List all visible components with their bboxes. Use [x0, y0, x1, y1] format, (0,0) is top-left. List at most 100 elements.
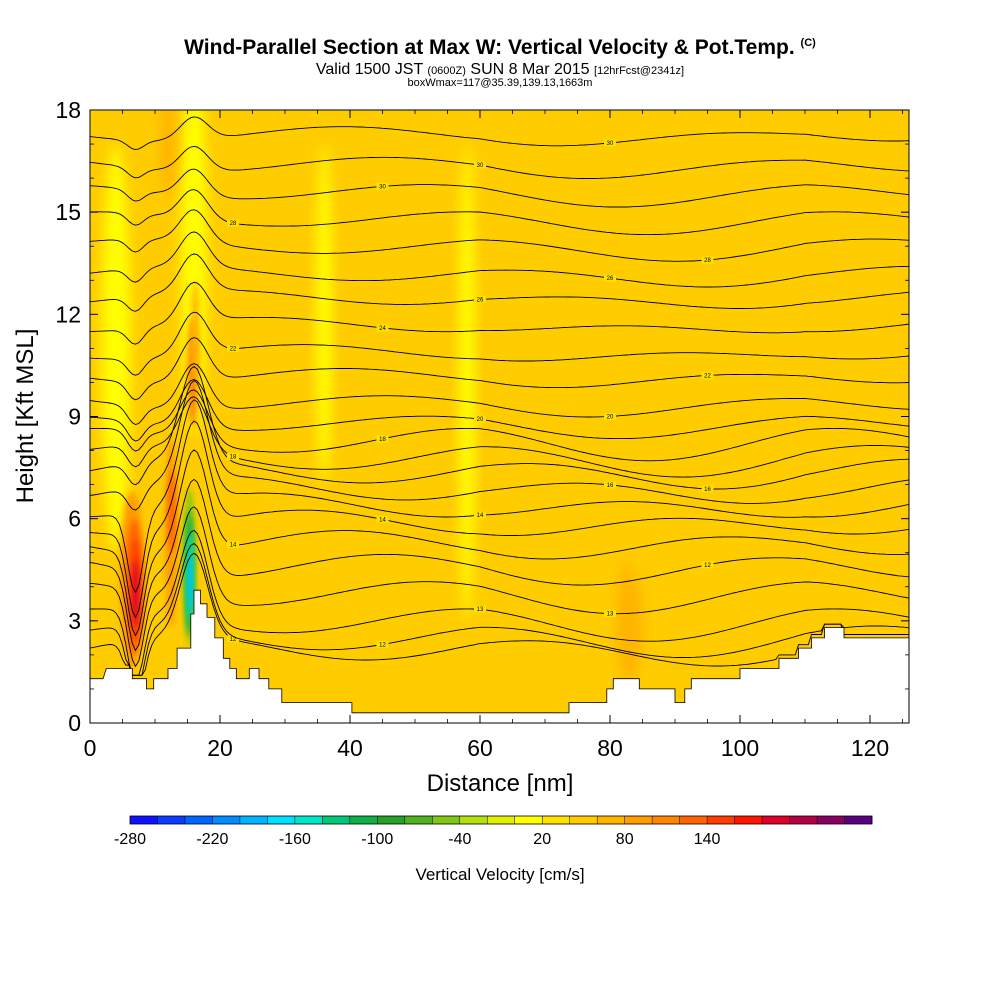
- colorbar-swatch-9: [377, 816, 406, 824]
- colorbar-swatch-24: [789, 816, 818, 824]
- theta-contour-17: [90, 253, 909, 312]
- chart-subtitle: Valid 1500 JST (0600Z) SUN 8 Mar 2015 [1…: [315, 61, 685, 78]
- theta-label-bg-10: [227, 453, 239, 461]
- y-tick-label-12: 12: [55, 301, 81, 327]
- colorbar-swatch-20: [679, 816, 708, 824]
- theta-contour-21: [90, 168, 909, 208]
- theta-contour-8: [90, 380, 909, 511]
- theta-label-bg-12: [474, 415, 486, 423]
- theta-label-7: 14: [477, 513, 484, 519]
- theta-contour-3: [90, 506, 909, 668]
- x-tick-label-120: 120: [851, 735, 889, 761]
- theta-contour-11: [90, 389, 909, 462]
- velocity-cell-0: [181, 110, 207, 434]
- chart-title: Wind-Parallel Section at Max W: Vertical…: [184, 36, 816, 59]
- theta-contour-1: [90, 542, 909, 676]
- velocity-cell-11: [779, 110, 805, 519]
- theta-contour-22: [90, 145, 909, 179]
- theta-label-20: 28: [230, 221, 237, 227]
- y-tick-label-15: 15: [55, 199, 81, 225]
- theta-label-bg-14: [701, 371, 714, 379]
- colorbar-tick-2: -160: [279, 831, 311, 848]
- theta-label-bg-15: [227, 344, 239, 352]
- velocity-cell-6: [422, 110, 447, 655]
- colorbar-swatch-26: [844, 816, 873, 824]
- colorbar-swatch-16: [569, 816, 598, 824]
- colorbar-swatch-18: [624, 816, 653, 824]
- theta-contour-15: [90, 311, 909, 376]
- theta-label-5: 14: [230, 543, 237, 549]
- theta-label-15: 22: [230, 346, 237, 352]
- velocity-cell-12: [840, 314, 861, 655]
- theta-label-bg-3: [604, 610, 616, 618]
- velocity-cell-18: [132, 559, 139, 628]
- theta-label-bg-20: [227, 219, 239, 227]
- y-tick-label-3: 3: [68, 608, 81, 634]
- colorbar-tick-3: -100: [361, 831, 393, 848]
- velocity-cell-3: [459, 144, 475, 621]
- velocity-cell-4: [275, 110, 295, 383]
- colorbar-tick-4: -40: [448, 831, 471, 848]
- theta-label-23: 30: [607, 141, 614, 147]
- theta-label-11: 18: [379, 437, 386, 443]
- theta-label-13: 20: [607, 414, 614, 420]
- colorbar-title: Vertical Velocity [cm/s]: [415, 865, 584, 884]
- colorbar-swatch-5: [267, 816, 296, 824]
- colorbar-tick-5: 20: [533, 831, 551, 848]
- theta-label-bg-16: [376, 324, 389, 332]
- y-tick-label-18: 18: [55, 97, 81, 123]
- theta-label-8: 16: [607, 483, 614, 489]
- colorbar-tick-0: -280: [114, 831, 146, 848]
- x-tick-label-80: 80: [597, 735, 623, 761]
- colorbar-tick-6: 80: [616, 831, 634, 848]
- colorbar-swatch-15: [542, 816, 570, 824]
- colorbar-swatch-12: [459, 816, 488, 824]
- theta-contour-14: [90, 337, 909, 401]
- theta-contour-2: [90, 529, 909, 676]
- theta-label-bg-9: [701, 485, 714, 493]
- theta-label-6: 14: [379, 517, 386, 523]
- colorbar-swatch-14: [514, 816, 543, 824]
- theta-label-bg-21: [376, 182, 389, 190]
- y-tick-label-0: 0: [68, 710, 81, 736]
- theta-contour-12: [90, 379, 909, 442]
- theta-contour-19: [90, 209, 909, 262]
- colorbar-swatch-22: [734, 816, 763, 824]
- theta-contour-10: [90, 396, 909, 478]
- theta-label-9: 16: [704, 487, 711, 493]
- theta-label-16: 24: [379, 326, 386, 332]
- colorbar-swatch-21: [707, 816, 735, 824]
- colorbar: -280 -220 -160 -100 -40 20 80 140: [114, 815, 873, 848]
- velocity-cell-2: [316, 143, 332, 485]
- colorbar-swatch-19: [652, 816, 680, 824]
- colorbar-swatch-3: [212, 816, 241, 824]
- theta-label-bg-13: [604, 412, 616, 420]
- x-tick-label-60: 60: [467, 735, 493, 761]
- forecast-info: [12hrFcst@2341z]: [594, 65, 685, 77]
- copyright-mark: (C): [800, 37, 816, 49]
- theta-contour-6: [90, 420, 909, 619]
- velocity-cell-26: [188, 556, 193, 611]
- colorbar-swatch-13: [487, 816, 516, 824]
- utc-time: (0600Z): [427, 65, 466, 77]
- theta-label-bg-5: [227, 541, 239, 549]
- colorbar-frame: [129, 815, 873, 825]
- velocity-cell-1: [101, 144, 131, 553]
- velocity-cell-10: [691, 552, 711, 689]
- velocity-cell-14: [160, 110, 176, 196]
- x-tick-label-100: 100: [721, 735, 759, 761]
- theta-label-18: 26: [607, 276, 614, 282]
- y-axis-title: Height [Kft MSL]: [12, 329, 39, 504]
- theta-label-3: 13: [607, 612, 614, 618]
- colorbar-tick-7: 140: [694, 831, 721, 848]
- velocity-cell-22: [191, 280, 200, 383]
- theta-contour-5: [90, 449, 909, 637]
- theta-contour-9: [90, 365, 909, 490]
- theta-label-10: 18: [230, 455, 237, 461]
- velocity-cell-5: [366, 501, 386, 672]
- theta-contour-20: [90, 189, 909, 236]
- box-info: boxWmax=117@35.39,139.13,1663m: [407, 77, 593, 89]
- theta-label-bg-18: [604, 274, 616, 282]
- theta-label-21: 30: [379, 184, 386, 190]
